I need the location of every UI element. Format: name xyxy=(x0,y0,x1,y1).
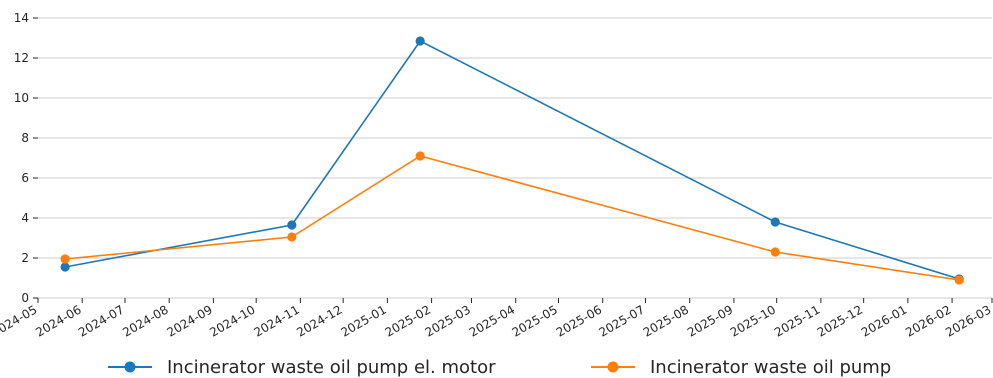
data-point xyxy=(60,262,70,272)
x-tick-label: 2025-01 xyxy=(338,302,388,339)
series-group xyxy=(60,36,964,285)
x-tick-label: 2025-07 xyxy=(597,302,647,339)
x-tick-label: 2025-04 xyxy=(467,302,517,339)
data-point xyxy=(287,220,297,230)
y-tick-label: 8 xyxy=(21,131,29,145)
x-tick-label: 2024-05 xyxy=(0,302,39,339)
data-point xyxy=(415,151,425,161)
data-point xyxy=(954,275,964,285)
legend-marker xyxy=(124,361,136,373)
data-point xyxy=(287,232,297,242)
y-tick-label: 12 xyxy=(14,51,29,65)
legend-label: Incinerator waste oil pump xyxy=(650,357,891,378)
legend-label: Incinerator waste oil pump el. motor xyxy=(167,357,496,378)
x-tick-label: 2024-06 xyxy=(33,302,83,339)
y-tick-label: 2 xyxy=(21,251,29,265)
x-tick-label: 2024-08 xyxy=(120,302,170,339)
x-tick-label: 2024-09 xyxy=(164,302,214,339)
x-tick-label: 2025-06 xyxy=(554,302,604,339)
series-line-1 xyxy=(64,39,960,280)
x-tick-label: 2024-11 xyxy=(251,302,301,339)
y-axis: 0 2 4 6 8 10 12 14 xyxy=(14,11,38,305)
x-tick-label: 2024-10 xyxy=(207,302,257,339)
y-tick-label: 14 xyxy=(14,11,29,25)
data-point xyxy=(770,217,780,227)
x-tick-label: 2026-03 xyxy=(943,302,993,339)
x-tick-label: 2025-10 xyxy=(728,302,778,339)
y-tick-label: 10 xyxy=(14,91,29,105)
x-tick-label: 2025-12 xyxy=(815,302,865,339)
x-tick-label: 2025-03 xyxy=(423,302,473,339)
x-tick-label: 2024-12 xyxy=(294,302,344,339)
data-point xyxy=(60,254,70,264)
x-tick-label: 2025-11 xyxy=(772,302,822,339)
x-tick-label: 2025-08 xyxy=(641,302,691,339)
x-tick-label: 2026-01 xyxy=(859,302,909,339)
y-tick-label: 0 xyxy=(21,291,29,305)
y-tick-label: 6 xyxy=(21,171,29,185)
x-axis: 2024-052024-062024-072024-082024-092024-… xyxy=(0,298,993,340)
x-tick-label: 2024-07 xyxy=(76,302,126,339)
legend: Incinerator waste oil pump el. motor Inci… xyxy=(108,357,891,378)
y-tick-label: 4 xyxy=(21,211,29,225)
gridlines xyxy=(38,17,992,299)
x-tick-label: 2025-09 xyxy=(685,302,735,339)
x-tick-label: 2025-05 xyxy=(510,302,560,339)
data-point xyxy=(415,36,425,46)
data-point xyxy=(770,247,780,257)
legend-marker xyxy=(607,361,619,373)
